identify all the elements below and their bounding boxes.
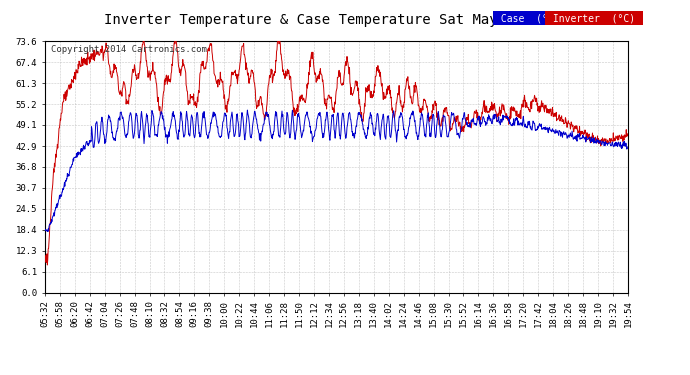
Text: Case  (°C): Case (°C): [495, 13, 566, 23]
Text: Inverter  (°C): Inverter (°C): [547, 13, 641, 23]
Text: Inverter Temperature & Case Temperature Sat May 17 20:12: Inverter Temperature & Case Temperature …: [104, 13, 573, 27]
Text: Copyright 2014 Cartronics.com: Copyright 2014 Cartronics.com: [50, 45, 206, 54]
